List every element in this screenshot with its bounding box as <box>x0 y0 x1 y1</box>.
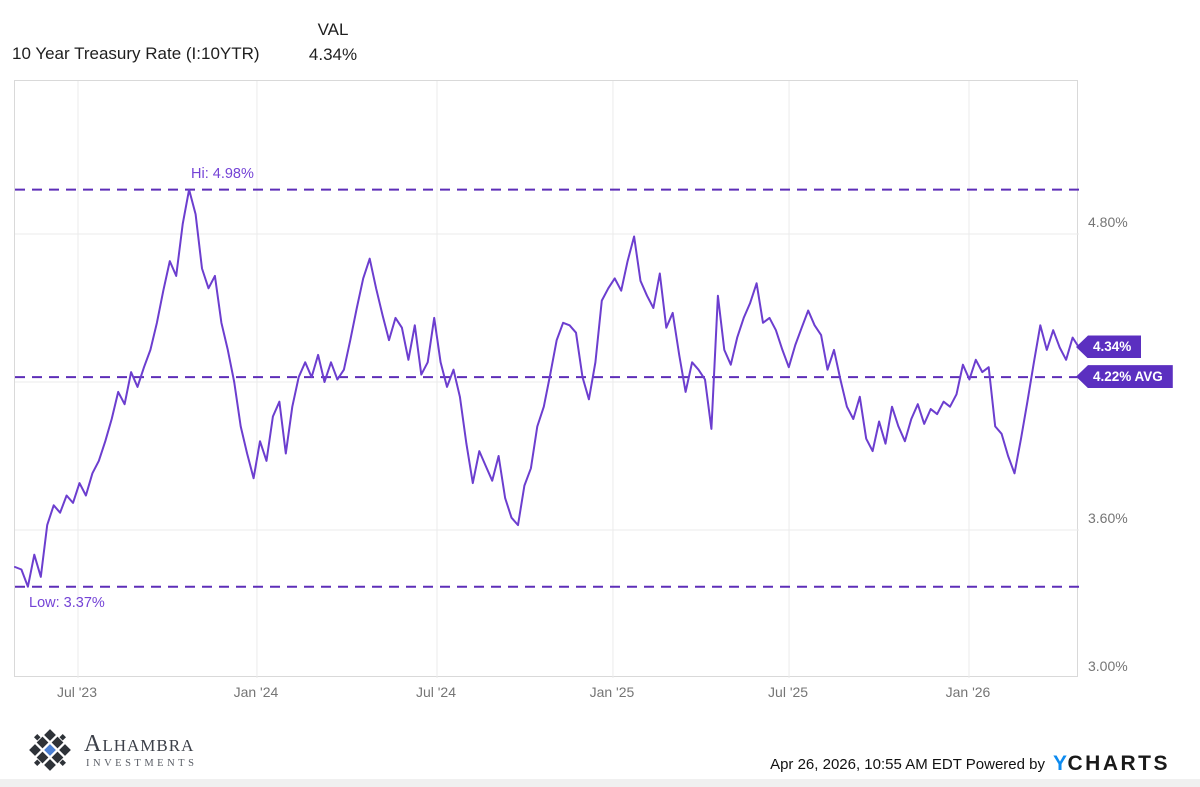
legend-val-label: VAL <box>317 20 349 39</box>
bottom-border-strip <box>0 779 1200 787</box>
treasury-rate-line-chart <box>14 81 1080 678</box>
brand-subtitle: INVESTMENTS <box>86 757 198 769</box>
alhambra-wordmark: Alhambra INVESTMENTS <box>84 732 197 769</box>
treasury-rate-series <box>14 188 1080 588</box>
ycharts-wordmark: CHARTS <box>1067 752 1170 775</box>
brand-name: Alhambra <box>84 730 195 757</box>
icon-diamond-tile <box>59 744 71 756</box>
low-reference-label: Low: 3.37% <box>29 594 105 611</box>
legend-val-block: VAL 4.34% <box>288 20 378 65</box>
hi-reference-label: Hi: 4.98% <box>191 165 254 182</box>
icon-diamond-tile <box>44 729 56 741</box>
y-axis-tick-label: 4.80% <box>1088 213 1128 230</box>
chart-plot-area: Hi: 4.98% Low: 3.37% <box>14 80 1080 678</box>
ycharts-logo: YCHARTS <box>1053 752 1170 776</box>
powered-by-label: Powered by <box>965 755 1045 773</box>
alhambra-logo: Alhambra INVESTMENTS <box>26 726 197 774</box>
icon-center-diamond <box>44 744 56 756</box>
footer-attribution: Apr 26, 2026, 10:55 AM EDT Powered by YC… <box>770 749 1170 779</box>
x-axis-tick-label: Jan '25 <box>589 684 635 700</box>
current-value-badge: 4.34% <box>1076 335 1142 359</box>
timestamp-text: Apr 26, 2026, 10:55 AM EDT Powered by <box>770 756 1045 773</box>
x-axis-tick-label: Jul '24 <box>415 684 456 700</box>
timestamp: Apr 26, 2026, 10:55 AM EDT <box>770 755 962 773</box>
x-axis-tick-label: Jul '25 <box>768 684 809 700</box>
legend-val-value: 4.34% <box>308 45 358 64</box>
icon-diamond-tile <box>44 759 56 771</box>
alhambra-diamond-icon <box>29 729 71 771</box>
y-axis-tick-label: 3.00% <box>1088 658 1128 674</box>
icon-diamond-tile <box>29 744 41 756</box>
x-axis-tick-label: Jan '24 <box>233 684 279 700</box>
chart-title: 10 Year Treasury Rate (I:10YTR) <box>12 44 260 63</box>
ycharts-y-glyph: Y <box>1052 752 1068 775</box>
average-value-badge: 4.22% AVG <box>1076 365 1173 389</box>
x-axis-tick-label: Jul '23 <box>56 684 97 700</box>
y-axis-tick-label: 3.60% <box>1088 509 1128 526</box>
x-axis-tick-label: Jan '26 <box>945 684 991 700</box>
